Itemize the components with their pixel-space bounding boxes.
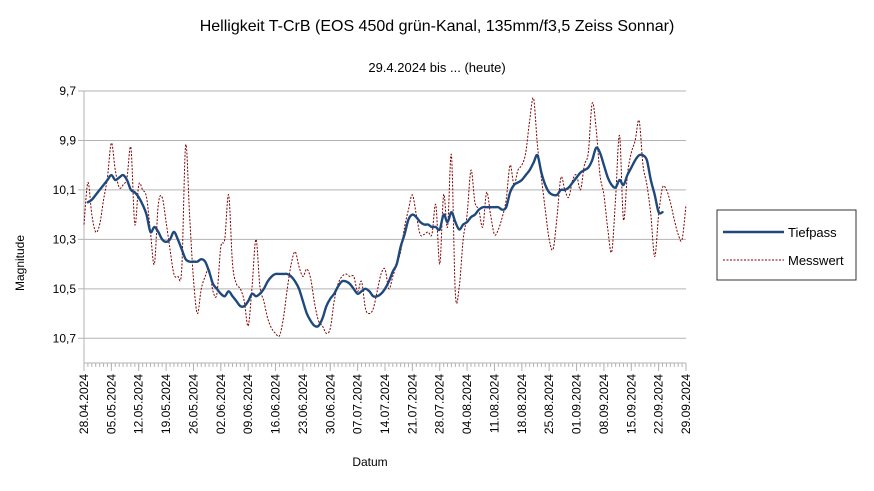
x-tick-label: 21.07.2024 <box>405 374 419 434</box>
x-tick-label: 08.09.2024 <box>597 374 611 434</box>
x-tick-label: 23.06.2024 <box>296 374 310 434</box>
x-tick-label: 25.08.2024 <box>542 374 556 434</box>
x-tick-label: 05.05.2024 <box>104 374 118 434</box>
y-tick-label: 10,7 <box>53 331 77 345</box>
x-tick-label: 11.08.2024 <box>487 374 501 433</box>
y-axis-title: Magnitude <box>13 235 27 291</box>
y-tick-label: 10,3 <box>53 232 77 246</box>
x-tick-label: 04.08.2024 <box>460 374 474 434</box>
y-tick-label: 10,5 <box>53 282 77 296</box>
x-tick-label: 02.06.2024 <box>214 374 228 434</box>
y-tick-label: 9,9 <box>59 133 76 147</box>
x-tick-label: 12.05.2024 <box>132 374 146 434</box>
x-tick-label: 01.09.2024 <box>570 374 584 434</box>
series-line-messwert <box>83 97 687 338</box>
plot-area <box>83 97 687 338</box>
legend-label-tiefpass: Tiefpass <box>788 225 837 240</box>
legend-label-messwert: Messwert <box>788 253 844 268</box>
x-tick-label: 29.09.2024 <box>679 374 693 434</box>
x-axis: 28.04.2024 05.05.2024 12.05.2024 19.05.2024… <box>77 363 693 434</box>
x-tick-label: 14.07.2024 <box>378 374 392 434</box>
legend-box <box>716 209 857 281</box>
x-tick-label: 28.04.2024 <box>77 374 91 434</box>
y-tick-label: 9,7 <box>59 84 76 98</box>
series-line-tiefpass <box>86 146 664 328</box>
x-tick-label: 15.09.2024 <box>624 374 638 434</box>
legend: Tiefpass Messwert <box>716 209 857 281</box>
x-tick-label: 07.07.2024 <box>351 374 365 434</box>
x-axis-title: Datum <box>352 455 387 469</box>
x-tick-label: 22.09.2024 <box>652 374 666 434</box>
y-axis: 9,7 9,9 10,1 10,3 10,5 10,7 <box>53 84 84 345</box>
x-tick-label: 19.05.2024 <box>159 374 173 434</box>
y-tick-label: 10,1 <box>53 183 77 197</box>
x-tick-label: 28.07.2024 <box>433 374 447 434</box>
x-tick-label: 16.06.2024 <box>269 374 283 434</box>
x-tick-label: 26.05.2024 <box>186 374 200 434</box>
x-tick-label: 09.06.2024 <box>241 374 255 434</box>
x-tick-label: 30.06.2024 <box>323 374 337 434</box>
chart-subtitle: 29.4.2024 bis ... (heute) <box>368 60 505 75</box>
chart-title: Helligkeit T-CrB (EOS 450d grün-Kanal, 1… <box>200 18 675 35</box>
grid-lines <box>83 90 686 364</box>
x-tick-label: 18.08.2024 <box>515 374 529 434</box>
